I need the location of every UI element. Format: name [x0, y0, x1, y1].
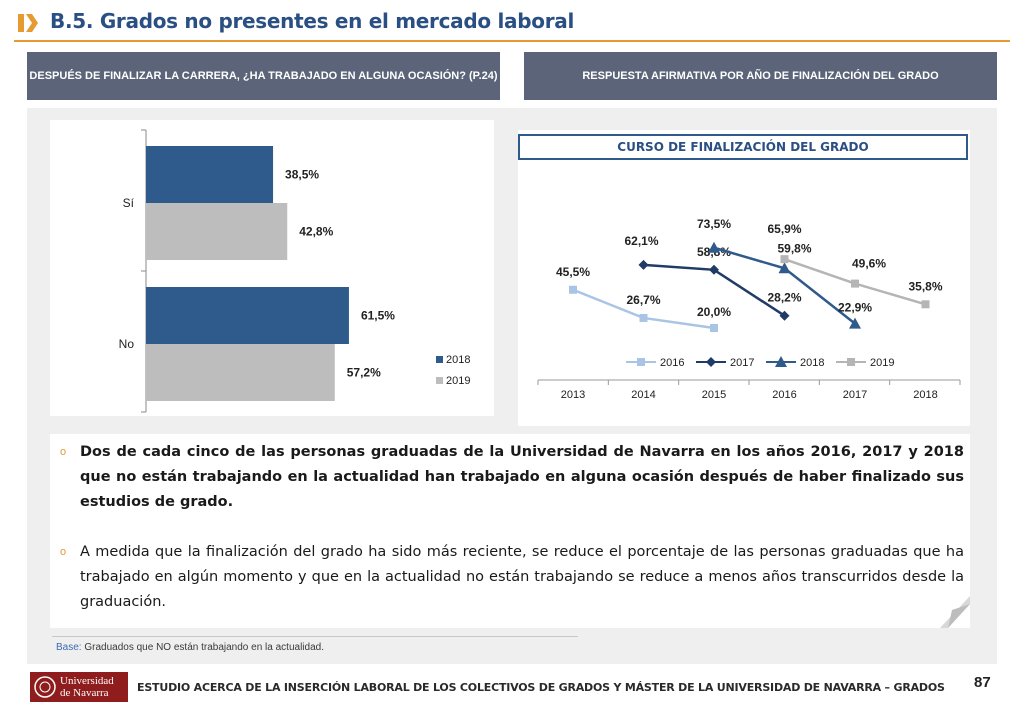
line-point: [709, 264, 719, 275]
line-point: [921, 300, 930, 309]
category-label: No: [119, 337, 135, 351]
line-chart: 2013 2014 2015 2016 2017 2018 45,5% 26,7% 20,0% 6…: [537, 217, 961, 401]
legend-swatch: [436, 377, 443, 384]
bar-value-label: 57,2%: [347, 366, 381, 380]
line-chart-panel: 2013 2014 2015 2016 2017 2018 45,5% 26,7% 20,0% 6…: [518, 130, 970, 426]
bar-value-label: 42,8%: [299, 225, 333, 239]
page-curl-icon: [940, 596, 970, 628]
point-value-label: 26,7%: [626, 293, 660, 307]
legend-label: 2018: [446, 354, 470, 366]
x-tick-label: 2013: [561, 389, 585, 401]
logo-line-2: de Navarra: [60, 687, 109, 699]
point-value-label: 35,8%: [908, 279, 942, 293]
legend-label: 2016: [660, 357, 684, 369]
point-value-label: 22,9%: [838, 301, 872, 315]
point-value-label: 59,8%: [777, 241, 811, 255]
legend-swatch: [436, 356, 443, 363]
line-point: [639, 313, 648, 322]
title-divider: [14, 40, 1010, 42]
bar: [146, 203, 288, 260]
point-value-label: 28,2%: [767, 291, 801, 305]
legend-label: 2019: [446, 375, 470, 387]
line-point: [710, 324, 718, 332]
bullet-icon: o: [60, 546, 67, 558]
logo-line-1: Universidad: [60, 675, 114, 687]
bar-value-label: 38,5%: [285, 168, 319, 182]
line-point: [847, 358, 855, 366]
line-point: [779, 310, 790, 321]
x-tick-label: 2017: [843, 389, 867, 401]
bar: [146, 146, 274, 203]
summary-paragraph-bold: Dos de cada cinco de las personas gradua…: [80, 444, 964, 510]
x-tick-label: 2016: [772, 389, 796, 401]
line-point: [638, 259, 649, 270]
chevron-logo-icon: [18, 14, 38, 32]
point-value-label: 20,0%: [697, 305, 731, 319]
legend-label: 2017: [730, 357, 754, 369]
bar-chart: Sí 38,5% 42,8% No 61,5% 57,2% 2018 2019: [119, 129, 470, 413]
point-value-label: 65,9%: [767, 222, 801, 236]
point-value-label: 49,6%: [852, 257, 886, 271]
right-section-header: RESPUESTA AFIRMATIVA POR AÑO DE FINALIZA…: [524, 52, 997, 100]
bullet-icon: o: [60, 446, 67, 458]
bar: [146, 287, 349, 344]
point-value-label: 62,1%: [624, 234, 658, 248]
university-seal-icon: [34, 676, 56, 698]
line-point: [637, 358, 645, 366]
summary-paragraph: A medida que la finalización del grado h…: [80, 544, 964, 610]
x-tick-label: 2014: [631, 389, 655, 401]
base-text: Graduados que NO están trabajando en la …: [84, 642, 324, 653]
university-logo: Universidad de Navarra: [30, 672, 128, 702]
line-point: [775, 356, 787, 367]
text-panel: [50, 434, 970, 628]
line-point: [778, 262, 791, 274]
point-value-label: 73,5%: [697, 217, 731, 231]
left-section-header: DESPUÉS DE FINALIZAR LA CARRERA, ¿HA TRA…: [27, 52, 500, 100]
page-number: 87: [974, 674, 991, 691]
line-point: [708, 241, 720, 253]
line-point: [851, 279, 859, 288]
x-tick-label: 2015: [702, 389, 726, 401]
line-point: [569, 285, 577, 294]
x-tick-label: 2018: [913, 389, 937, 401]
base-note: Base: Graduados que NO están trabajando …: [56, 642, 324, 653]
line-point: [706, 357, 716, 367]
line-point: [780, 255, 789, 264]
legend-label: 2018: [800, 357, 824, 369]
bar: [146, 344, 335, 401]
bar-chart-panel: Sí 38,5% 42,8% No 61,5% 57,2% 2018 2019: [50, 120, 494, 416]
category-label: Sí: [123, 196, 135, 210]
point-value-label: 45,5%: [556, 265, 590, 279]
bar-value-label: 61,5%: [361, 309, 395, 323]
footer-text: ESTUDIO ACERCA DE LA INSERCIÓN LABORAL D…: [137, 681, 945, 694]
base-label: Base:: [56, 642, 82, 653]
base-divider: [52, 636, 578, 637]
legend-label: 2019: [870, 357, 894, 369]
line-point: [849, 317, 861, 329]
line-chart-subtitle: CURSO DE FINALIZACIÓN DEL GRADO: [518, 134, 968, 160]
page-title: B.5. Grados no presentes en el mercado l…: [50, 9, 575, 33]
